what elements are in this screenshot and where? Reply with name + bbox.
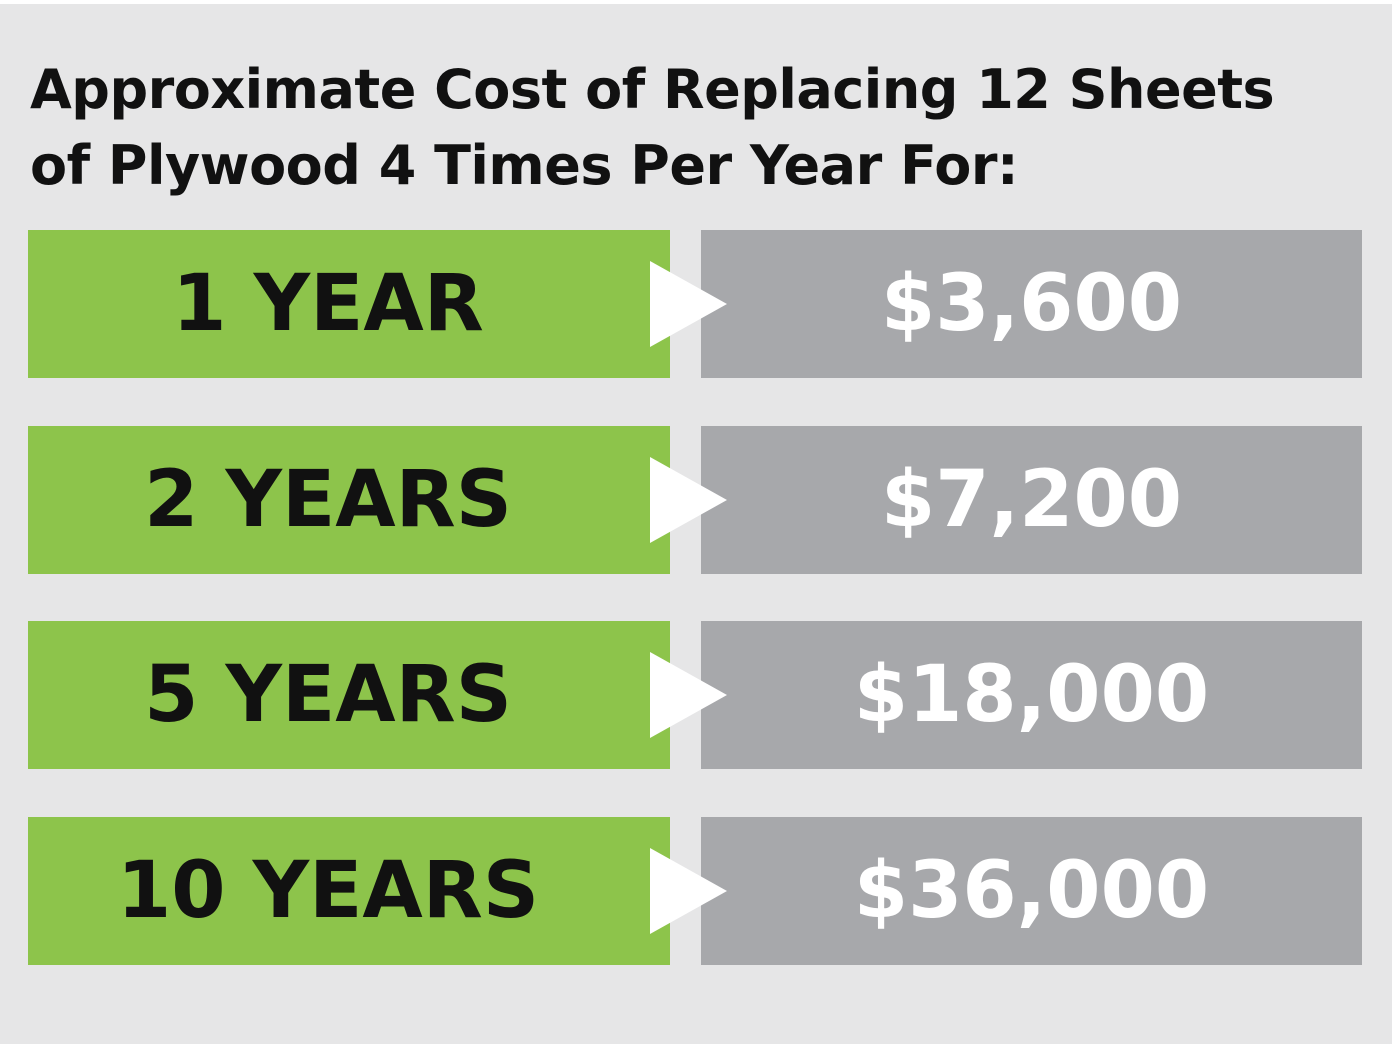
cost-row: 2 YEARS $7,200 [0, 425, 1392, 574]
arrow [650, 456, 727, 543]
arrow-shape [650, 456, 727, 543]
cost-row: 5 YEARS $18,000 [0, 621, 1392, 770]
cost-row: 10 YEARS $36,000 [0, 817, 1392, 966]
duration-box [28, 817, 670, 966]
duration-label: 10 YEARS [116, 846, 540, 937]
duration-label: 5 YEARS [144, 650, 512, 741]
title-line: Approximate Cost of Replacing 12 Sheets [30, 58, 1275, 121]
cost-value: $7,200 [881, 454, 1182, 545]
arrow-shape [650, 261, 727, 347]
cost-box [701, 621, 1362, 770]
cost-row: 1 YEAR $3,600 [0, 230, 1392, 378]
title-line: of Plywood 4 Times Per Year For: [30, 134, 1019, 197]
duration-box [28, 230, 670, 378]
arrow-shape [650, 848, 727, 935]
arrow [650, 848, 727, 935]
cost-box [701, 425, 1362, 574]
arrow-shape [650, 652, 727, 739]
duration-box [28, 621, 670, 770]
cost-box [701, 817, 1362, 966]
arrow [650, 652, 727, 739]
cost-value: $18,000 [853, 650, 1210, 741]
cost-value: $36,000 [853, 846, 1210, 937]
duration-box [28, 425, 670, 574]
arrow [650, 261, 727, 347]
duration-label: 1 YEAR [172, 259, 484, 349]
infographic: Approximate Cost of Replacing 12 Sheets o… [0, 4, 1392, 1044]
duration-label: 2 YEARS [144, 454, 512, 545]
cost-value: $3,600 [881, 259, 1182, 349]
cost-box [701, 230, 1362, 378]
